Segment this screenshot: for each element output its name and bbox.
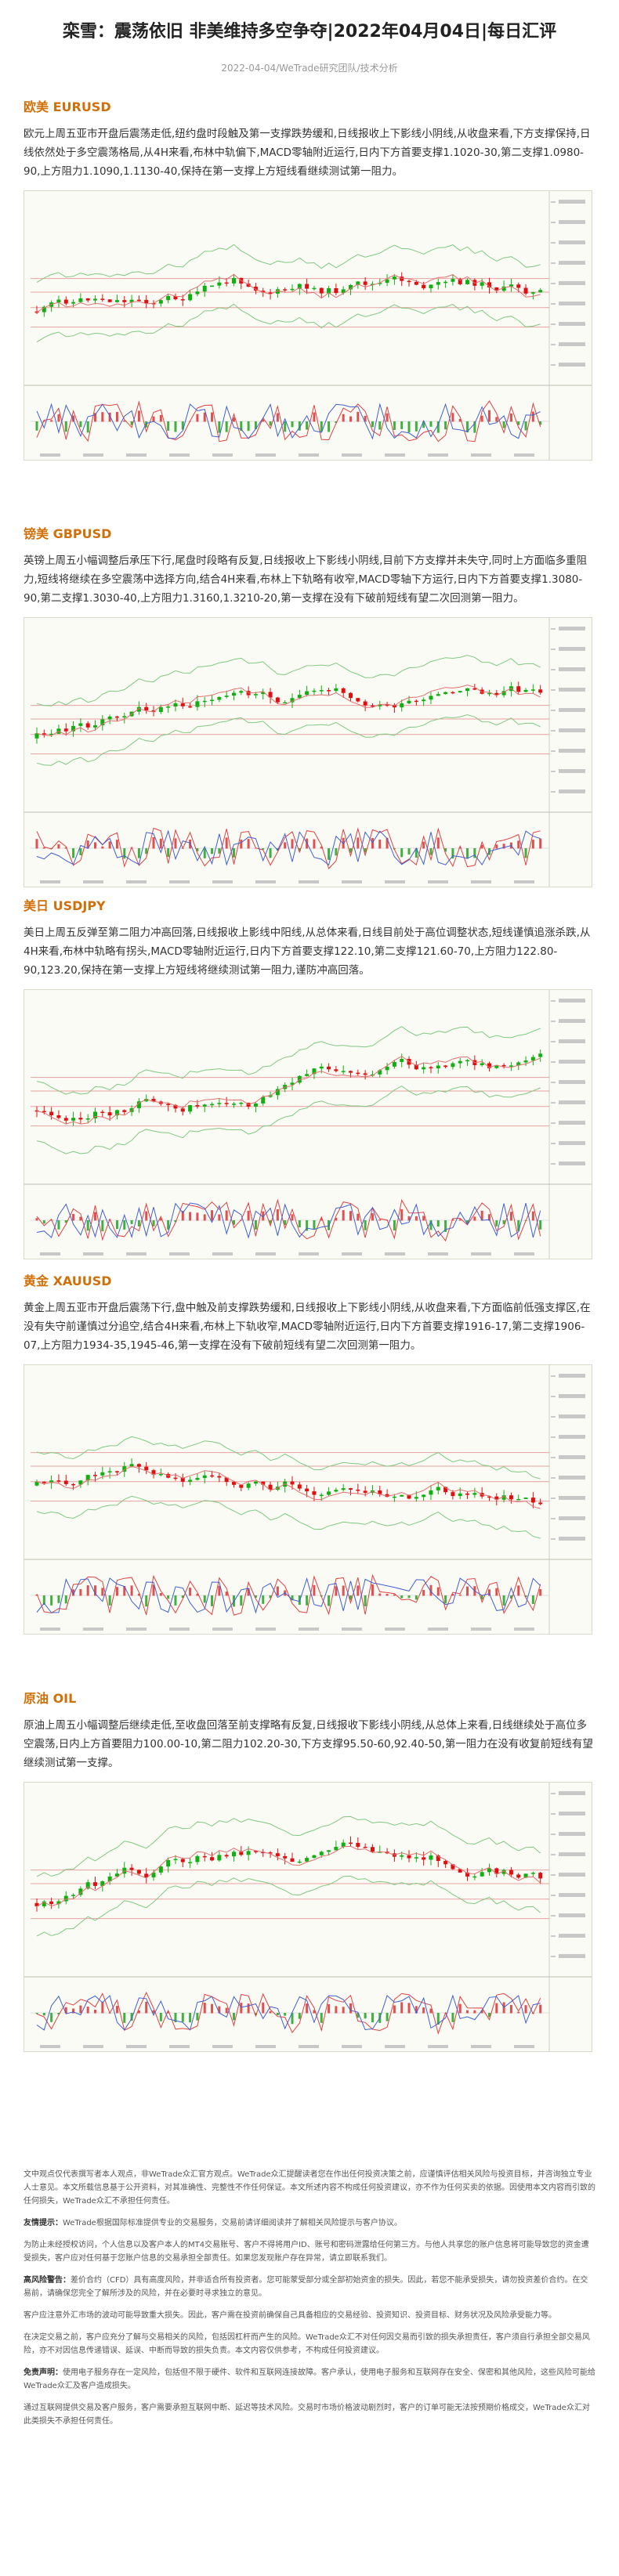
chart-image (24, 617, 592, 887)
section-oil: 原油 OIL 原油上周五小幅调整后继续走低,至收盘回落至前支撑略有反复,日线报收… (24, 1688, 595, 2052)
disclaimer-text: 差价合约（CFD）具有高度风险，并非适合所有投资者。您可能蒙受部分或全部初始资金… (24, 2276, 588, 2298)
disclaimer-paragraph: 文中观点仅代表撰写者本人观点，非WeTrade众汇官方观点。WeTrade众汇提… (24, 2170, 595, 2206)
chart-image (24, 1782, 592, 2052)
disclaimer-paragraph: 友情提示：WeTrade根据国际标准提供专业的交易服务，交易前请详细阅读并了解相… (24, 2217, 595, 2230)
chart-image (24, 1364, 592, 1635)
section-heading: 美日 USDJPY (24, 898, 106, 913)
section-text: 欧元上周五亚市开盘后震荡走低,纽约盘时段触及第一支撑跌势缓和,日线报收上下影线小… (24, 128, 591, 178)
disclaimer-text: 使用电子服务存在一定风险，包括但不限于硬件、软件和互联网连接故障。客户承认，使用… (24, 2368, 595, 2390)
disclaimer-paragraph: 为防止未经授权访问，个人信息以及客户本人的MT4交易账号、客户不得将用户ID、账… (24, 2241, 589, 2263)
disclaimer-paragraph: 免责声明：使用电子服务存在一定风险，包括但不限于硬件、软件和互联网连接故障。客户… (24, 2366, 595, 2393)
section-heading: 镑美 GBPUSD (24, 526, 112, 541)
disclaimer-paragraph: 在决定交易之前，客户应充分了解与交易相关的风险，包括因杠杆而产生的风险。WeTr… (24, 2333, 590, 2355)
section-heading: 黄金 XAUUSD (24, 1274, 112, 1288)
disclaimer-label: 高风险警告： (24, 2276, 71, 2285)
section-gbpusd: 镑美 GBPUSD 英镑上周五小幅调整后承压下行,尾盘时段略有反复,日线报收上下… (24, 523, 595, 887)
disclaimer-label: 友情提示： (24, 2219, 63, 2227)
article-meta: 2022-04-04/WeTrade研究团队/技术分析 (221, 63, 398, 74)
disclaimer-paragraph: 客户应注意外汇市场的波动可能导致重大损失。因此，客户需在投资前确保自己具备相应的… (24, 2311, 556, 2320)
section-text: 美日上周五反弹至第二阻力冲高回落,日线报收上影线中阳线,从总体来看,日线目前处于… (24, 927, 591, 977)
page-title: 栾雪：震荡依旧 非美维持多空争夺|2022年04月04日|每日汇评 (62, 22, 557, 42)
disclaimer: 文中观点仅代表撰写者本人观点，非WeTrade众汇官方观点。WeTrade众汇提… (24, 2168, 595, 2437)
section-text: 原油上周五小幅调整后继续走低,至收盘回落至前支撑略有反复,日线报收下影线小阴线,… (24, 1719, 593, 1769)
section-text: 英镑上周五小幅调整后承压下行,尾盘时段略有反复,日线报收上下影线小阴线,目前下方… (24, 555, 588, 605)
section-xauusd: 黄金 XAUUSD 黄金上周五亚市开盘后震荡下行,盘中触及前支撑跌势缓和,日线报… (24, 1270, 595, 1635)
disclaimer-label: 免责声明： (24, 2368, 63, 2377)
section-eurusd: 欧美 EURUSD 欧元上周五亚市开盘后震荡走低,纽约盘时段触及第一支撑跌势缓和… (24, 96, 595, 461)
section-heading: 欧美 EURUSD (24, 99, 111, 114)
chart-image (24, 989, 592, 1259)
disclaimer-paragraph: 高风险警告：差价合约（CFD）具有高度风险，并非适合所有投资者。您可能蒙受部分或… (24, 2274, 595, 2300)
section-usdjpy: 美日 USDJPY 美日上周五反弹至第二阻力冲高回落,日线报收上影线中阳线,从总… (24, 895, 595, 1259)
chart-image (24, 190, 592, 461)
section-text: 黄金上周五亚市开盘后震荡下行,盘中触及前支撑跌势缓和,日线报收上下影线小阴线,从… (24, 1302, 591, 1352)
section-heading: 原油 OIL (24, 1691, 77, 1706)
disclaimer-paragraph: 通过互联网提供交易及客户服务，客户需要承担互联网中断、延迟等技术风险。交易时市场… (24, 2404, 590, 2426)
disclaimer-text: WeTrade根据国际标准提供专业的交易服务，交易前请详细阅读并了解相关风险提示… (63, 2219, 402, 2227)
